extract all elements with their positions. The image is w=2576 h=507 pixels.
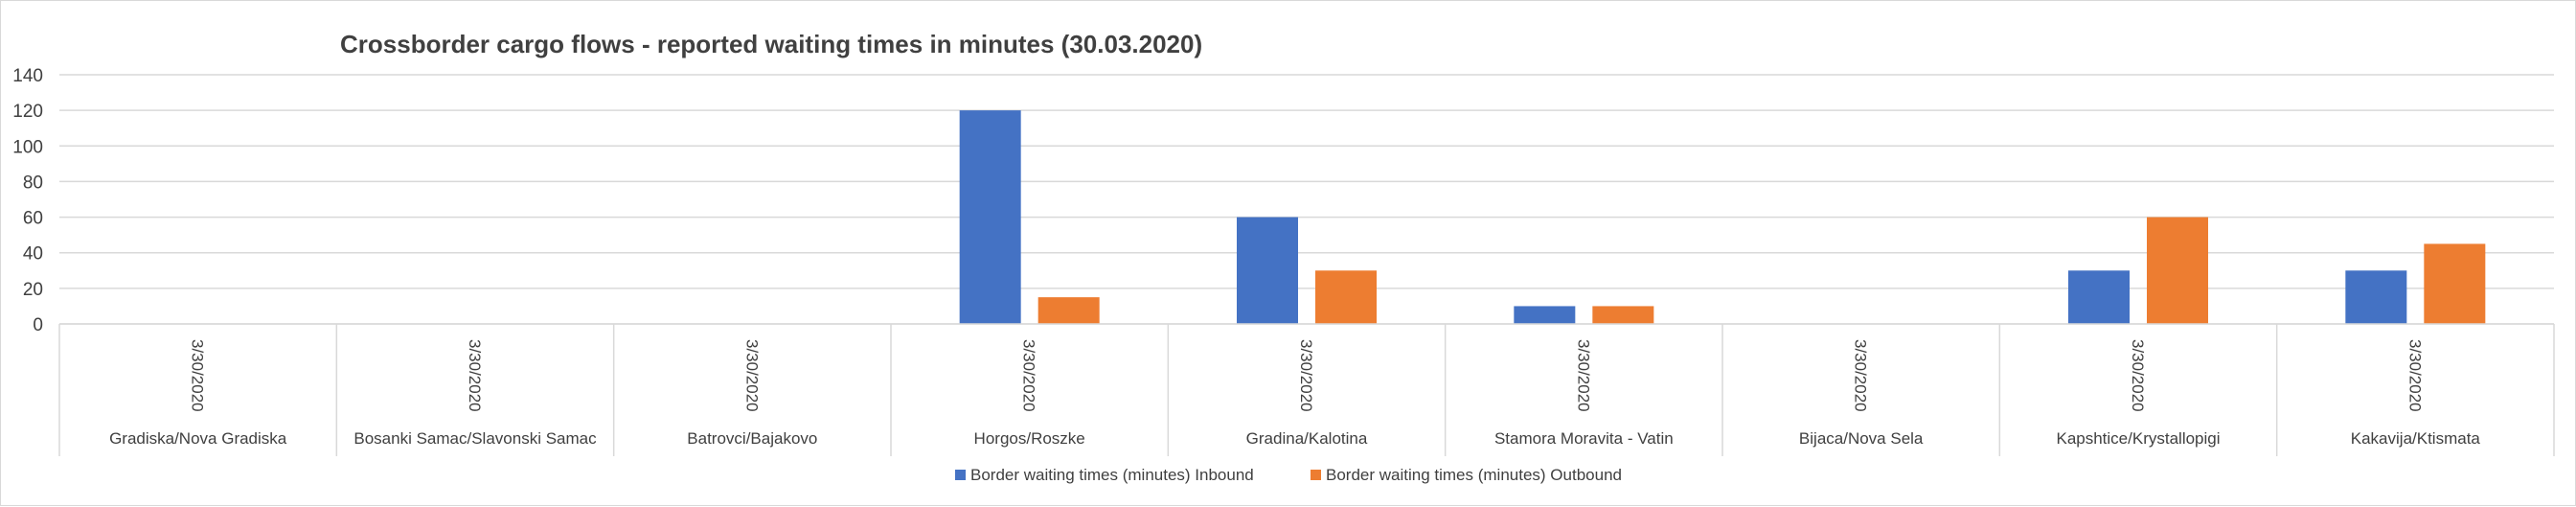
y-tick-label: 100 [12,137,43,157]
bar-inbound-4 [1237,217,1298,324]
bar-outbound-3 [1037,297,1100,324]
category-label: Batrovci/Bajakovo [687,429,817,448]
bar-inbound-5 [1514,306,1576,324]
x-axis: 3/30/2020 Gradiska/Nova Gradiska 3/30/2020… [58,323,2555,456]
date-label: 3/30/2020 [742,339,761,412]
legend-swatch-inbound [955,470,966,480]
y-tick-label: 80 [23,173,43,193]
bar-inbound-8 [2345,270,2407,324]
category-label: Kapshtice/Krystallopigi [2056,429,2220,448]
date-label: 3/30/2020 [1020,339,1038,412]
y-tick-label: 120 [12,102,43,122]
date-label: 3/30/2020 [1297,339,1315,412]
chart-title: Crossborder cargo flows - reported waiti… [340,30,1202,58]
bar-outbound-5 [1592,306,1654,324]
bar-inbound-7 [2068,270,2130,324]
category-label: Gradiska/Nova Gradiska [109,429,287,448]
date-label: 3/30/2020 [466,339,484,412]
bar-inbound-3 [959,110,1021,325]
date-label: 3/30/2020 [189,339,207,412]
date-label: 3/30/2020 [2405,339,2424,412]
legend-label-outbound: Border waiting times (minutes) Outbound [1326,466,1622,484]
y-tick-label: 60 [23,209,43,229]
legend: Border waiting times (minutes) Inbound Bo… [955,466,1622,484]
category-label: Gradina/Kalotina [1246,429,1368,448]
legend-swatch-outbound [1311,470,1321,480]
bar-outbound-4 [1315,270,1377,324]
date-label: 3/30/2020 [1574,339,1592,412]
y-tick-label: 20 [23,280,43,300]
category-label: Horgos/Roszke [974,429,1085,448]
category-label: Kakavija/Ktismata [2351,429,2481,448]
category-label: Stamora Moravita - Vatin [1494,429,1674,448]
y-tick-label: 0 [33,315,43,335]
bars [959,110,2486,325]
y-axis: 0 20 40 60 80 100 120 140 [12,66,43,335]
y-tick-label: 140 [12,66,43,86]
bar-outbound-8 [2424,243,2486,324]
gridlines [59,74,2554,325]
date-label: 3/30/2020 [2129,339,2147,412]
category-label: Bosanki Samac/Slavonski Samac [353,429,597,448]
date-label: 3/30/2020 [1852,339,1870,412]
bar-outbound-7 [2147,217,2208,324]
legend-label-inbound: Border waiting times (minutes) Inbound [970,466,1254,484]
category-label: Bijaca/Nova Sela [1799,429,1924,448]
y-tick-label: 40 [23,244,43,265]
